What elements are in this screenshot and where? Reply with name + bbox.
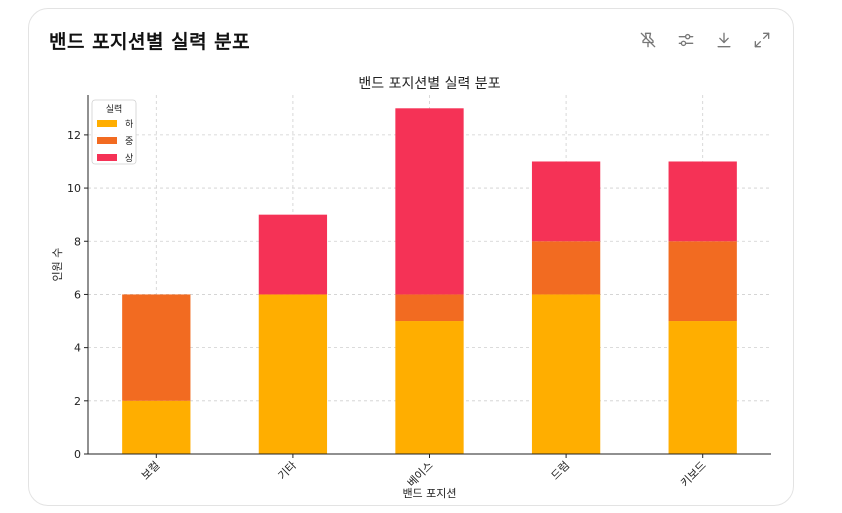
chart-toolbar [637, 29, 773, 51]
bar-segment [668, 161, 737, 242]
legend-label: 상 [125, 153, 133, 164]
bar-segment [122, 400, 191, 454]
y-tick-label: 4 [74, 342, 81, 355]
legend-label: 하 [125, 119, 134, 130]
bar-segment [258, 294, 328, 454]
y-tick-label: 8 [74, 235, 81, 248]
bar-segment [668, 241, 737, 322]
y-tick-label: 12 [67, 129, 81, 142]
bar-segment [395, 294, 464, 322]
x-tick-label: 기타 [276, 459, 300, 483]
bar-segment [531, 241, 601, 295]
bar-segment [395, 108, 464, 295]
legend-swatch [97, 137, 117, 144]
bar-segment [668, 321, 737, 454]
y-tick-label: 2 [74, 395, 81, 408]
bar-segment [258, 214, 328, 295]
pin-off-icon[interactable] [637, 29, 659, 51]
expand-icon[interactable] [751, 29, 773, 51]
legend-title: 실력 [106, 103, 123, 115]
y-tick-label: 0 [74, 448, 81, 461]
x-tick-label: 드럼 [549, 459, 573, 483]
x-tick-label: 베이스 [405, 459, 436, 490]
sliders-icon[interactable] [675, 29, 697, 51]
y-axis-label: 인원 수 [51, 248, 64, 282]
bar-segment [531, 161, 601, 242]
legend-box [91, 99, 137, 165]
bar-segment [122, 294, 191, 401]
bar-segment [395, 321, 464, 454]
x-tick-label: 보컬 [139, 459, 163, 483]
x-tick-label: 키보드 [678, 459, 709, 490]
y-tick-label: 6 [74, 288, 81, 301]
download-icon[interactable] [713, 29, 735, 51]
legend-swatch [97, 154, 117, 161]
bar-segment [531, 294, 601, 454]
legend-label: 중 [125, 136, 133, 147]
chart-title: 밴드 포지션별 실력 분포 [358, 76, 500, 92]
y-tick-label: 10 [67, 182, 81, 195]
x-axis-label: 밴드 포지션 [402, 487, 456, 500]
card-title: 밴드 포지션별 실력 분포 [49, 31, 251, 53]
legend-swatch [97, 120, 117, 127]
